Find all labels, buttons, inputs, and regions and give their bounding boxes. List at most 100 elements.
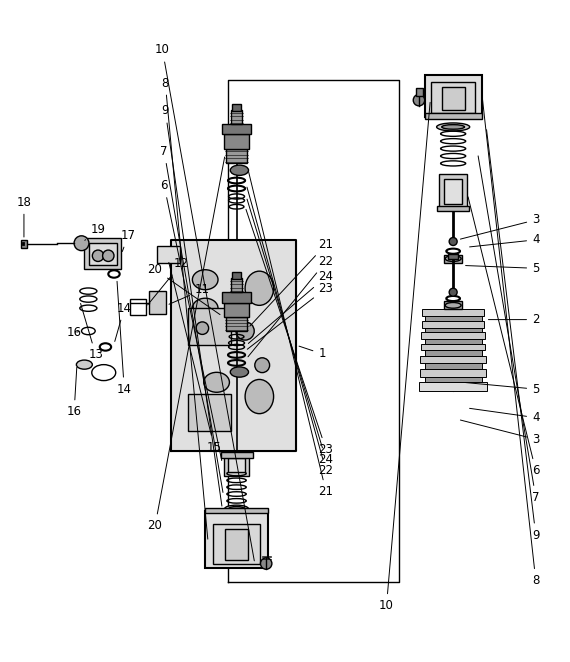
Text: 12: 12 — [148, 258, 189, 305]
Text: 9: 9 — [487, 130, 540, 542]
Text: 4: 4 — [470, 233, 540, 247]
Text: 23: 23 — [247, 282, 333, 350]
Bar — [421, 332, 485, 339]
Bar — [228, 458, 245, 473]
Circle shape — [255, 357, 270, 373]
Text: 10: 10 — [155, 44, 254, 561]
Bar — [21, 240, 27, 248]
Bar — [224, 134, 249, 148]
Polygon shape — [171, 240, 296, 451]
Text: 22: 22 — [247, 187, 333, 477]
Circle shape — [413, 95, 425, 106]
Text: 6: 6 — [468, 197, 540, 477]
Text: 2: 2 — [488, 313, 540, 326]
Bar — [188, 394, 231, 431]
Bar — [232, 272, 241, 279]
Circle shape — [92, 250, 104, 261]
Circle shape — [449, 238, 457, 246]
Text: 9: 9 — [161, 105, 222, 506]
Bar — [231, 110, 242, 124]
Bar — [419, 382, 487, 391]
Bar — [231, 278, 242, 292]
Bar — [439, 174, 467, 209]
Ellipse shape — [245, 271, 274, 305]
Bar — [224, 303, 249, 316]
Text: 5: 5 — [466, 383, 539, 396]
Text: 21: 21 — [250, 238, 333, 326]
Bar — [89, 243, 117, 265]
Bar — [225, 529, 248, 560]
Circle shape — [236, 322, 254, 340]
Text: 1: 1 — [299, 346, 326, 360]
Circle shape — [196, 322, 209, 334]
Bar — [425, 113, 482, 119]
Circle shape — [74, 236, 89, 251]
Ellipse shape — [193, 298, 218, 318]
Bar — [442, 87, 465, 110]
Text: 7: 7 — [478, 156, 540, 504]
Bar — [222, 124, 251, 134]
Ellipse shape — [230, 165, 249, 175]
Polygon shape — [228, 80, 399, 582]
Text: 15: 15 — [169, 262, 222, 453]
Bar — [437, 206, 469, 211]
Text: 24: 24 — [247, 199, 333, 466]
Bar — [420, 369, 486, 377]
Text: 19: 19 — [85, 223, 105, 240]
Bar — [130, 299, 146, 315]
Ellipse shape — [437, 123, 470, 131]
Bar — [226, 316, 247, 331]
Ellipse shape — [225, 505, 249, 512]
Text: 10: 10 — [379, 103, 430, 612]
Text: 14: 14 — [115, 302, 132, 342]
Bar — [425, 377, 482, 382]
Bar — [444, 179, 462, 205]
Bar — [421, 344, 485, 350]
Text: 7: 7 — [160, 145, 223, 493]
Text: 5: 5 — [466, 261, 539, 275]
Text: 21: 21 — [249, 172, 333, 498]
Bar — [205, 508, 268, 514]
Ellipse shape — [76, 360, 92, 369]
Ellipse shape — [204, 372, 229, 393]
Text: 8: 8 — [482, 95, 539, 587]
Text: 18: 18 — [17, 196, 31, 237]
Text: 11: 11 — [169, 283, 210, 305]
Bar — [425, 339, 482, 344]
Bar — [425, 350, 482, 355]
Bar — [444, 255, 462, 263]
Ellipse shape — [204, 401, 229, 421]
Bar — [420, 355, 486, 363]
Ellipse shape — [442, 124, 465, 129]
Ellipse shape — [229, 506, 245, 511]
Circle shape — [449, 288, 457, 296]
Bar — [416, 87, 423, 96]
Text: 8: 8 — [162, 77, 208, 539]
Bar — [188, 308, 231, 346]
Bar — [205, 510, 268, 567]
Bar — [425, 316, 482, 321]
Text: 3: 3 — [461, 213, 539, 239]
Circle shape — [103, 250, 114, 261]
Bar — [221, 452, 253, 457]
Bar — [213, 524, 260, 563]
Text: 16: 16 — [67, 367, 82, 418]
Ellipse shape — [193, 269, 218, 290]
Bar — [149, 291, 166, 314]
Text: 14: 14 — [117, 281, 132, 396]
Bar — [222, 292, 251, 303]
Bar — [224, 455, 249, 477]
Ellipse shape — [245, 379, 274, 414]
Ellipse shape — [230, 367, 249, 377]
Bar — [425, 328, 482, 332]
Text: 6: 6 — [160, 179, 222, 461]
Text: 20: 20 — [148, 157, 225, 532]
Text: 4: 4 — [470, 408, 540, 424]
Circle shape — [260, 558, 272, 569]
Text: 23: 23 — [246, 209, 333, 456]
Text: 16: 16 — [67, 326, 82, 339]
Bar — [431, 82, 475, 113]
Text: 20: 20 — [148, 263, 220, 314]
Text: 24: 24 — [249, 270, 333, 344]
Bar — [84, 238, 121, 269]
